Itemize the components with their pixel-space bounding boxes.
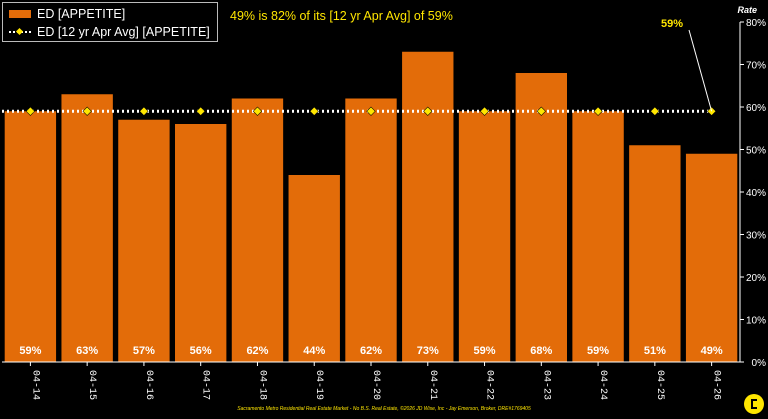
x-tick-label: 04-17 <box>200 370 211 400</box>
y-tick-label: 30% <box>746 231 766 242</box>
y-tick-label: 40% <box>746 188 766 199</box>
avg-marker <box>593 106 603 116</box>
bar <box>458 111 511 362</box>
y-tick-label: 10% <box>746 316 766 327</box>
x-tick-label: 04-15 <box>86 370 97 400</box>
x-tick-label: 04-25 <box>654 370 665 400</box>
annotation-label: 59% <box>661 18 683 30</box>
bar <box>629 145 681 362</box>
bar <box>4 111 57 362</box>
x-tick-label: 04-19 <box>313 370 324 400</box>
avg-marker <box>650 106 660 116</box>
x-tick-label: 04-14 <box>29 370 40 400</box>
avg-marker <box>139 106 149 116</box>
avg-marker <box>309 106 319 116</box>
x-tick-label: 04-18 <box>256 370 267 400</box>
annotation-leader <box>688 29 713 112</box>
headline: 49% is 82% of its [12 yr Apr Avg] of 59% <box>230 9 453 23</box>
bar <box>402 51 454 362</box>
avg-marker <box>25 106 35 116</box>
legend-bar-label: ED [APPETITE] <box>37 7 126 21</box>
avg-marker <box>423 106 433 116</box>
bar <box>61 94 113 362</box>
bar <box>118 119 170 362</box>
footer-credit: Sacramento Metro Residential Real Estate… <box>237 406 531 412</box>
bar <box>175 124 227 362</box>
y-tick-label: 80% <box>746 18 766 29</box>
y-tick-label: 20% <box>746 273 766 284</box>
bar <box>345 98 397 362</box>
bar-value-label: 62% <box>360 345 382 357</box>
avg-marker <box>252 106 263 116</box>
legend-item-line: ED [12 yr Apr Avg] [APPETITE] <box>9 25 210 39</box>
bar-value-label: 63% <box>76 345 98 357</box>
y-tick-label: 70% <box>746 61 766 72</box>
x-tick-label: 04-24 <box>597 370 608 400</box>
bar-value-label: 57% <box>133 345 155 357</box>
x-tick-label: 04-23 <box>540 370 551 400</box>
avg-marker <box>366 106 376 116</box>
bar-value-label: 59% <box>587 345 609 357</box>
bar <box>288 175 340 362</box>
avg-marker <box>479 106 490 116</box>
x-tick-label: 04-20 <box>370 370 381 400</box>
x-tick-label: 04-22 <box>484 370 495 400</box>
legend-line-label: ED [12 yr Apr Avg] [APPETITE] <box>37 25 210 39</box>
bar <box>685 153 738 362</box>
bar-swatch-icon <box>9 10 31 18</box>
bar-value-label: 56% <box>190 345 212 357</box>
avg-marker <box>536 106 546 116</box>
x-tick-label: 04-26 <box>711 370 722 400</box>
x-tick-label: 04-21 <box>427 370 438 400</box>
y-tick-label: 60% <box>746 103 766 114</box>
bar-value-label: 62% <box>246 345 268 357</box>
bar-value-label: 68% <box>530 345 552 357</box>
bar <box>231 98 284 362</box>
y-axis-title: Rate <box>737 5 757 15</box>
legend-item-bar: ED [APPETITE] <box>9 7 125 21</box>
avg-marker <box>196 106 206 116</box>
avg-marker <box>82 106 92 116</box>
y-tick-label: 50% <box>746 146 766 157</box>
bar <box>572 111 624 362</box>
brand-logo-icon <box>744 394 764 414</box>
bar-value-label: 73% <box>417 345 439 357</box>
bar-value-label: 59% <box>474 345 496 357</box>
bar-value-label: 51% <box>644 345 666 357</box>
bar-value-label: 59% <box>19 345 41 357</box>
bar-value-label: 44% <box>303 345 325 357</box>
y-tick-label: 0% <box>752 358 767 369</box>
x-tick-label: 04-16 <box>143 370 154 400</box>
legend: ED [APPETITE] ED [12 yr Apr Avg] [APPETI… <box>2 2 218 42</box>
bar-value-label: 49% <box>701 345 723 357</box>
dotted-line-swatch-icon <box>9 28 31 36</box>
bar <box>515 73 567 362</box>
